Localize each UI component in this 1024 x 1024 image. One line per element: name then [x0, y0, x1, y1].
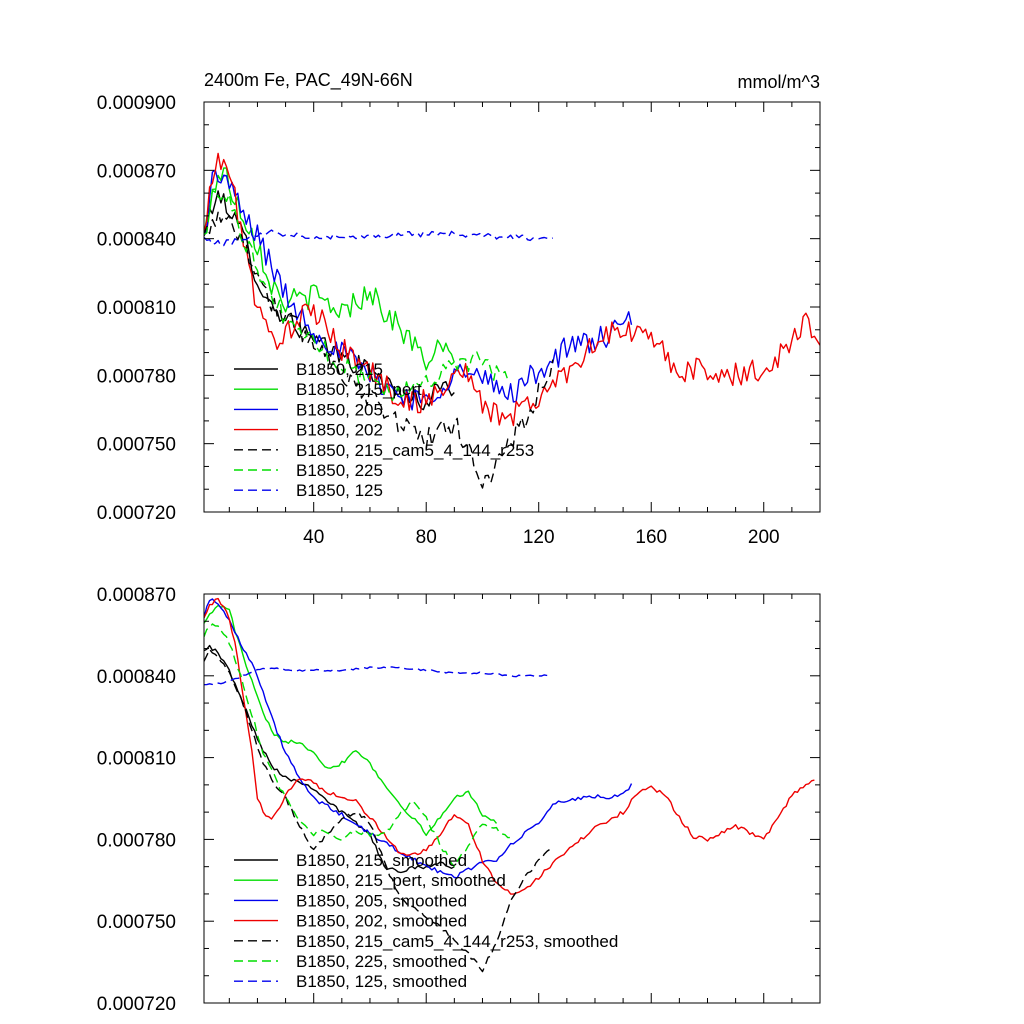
series-line-2 — [204, 167, 455, 371]
y-tick-label: 0.000720 — [97, 503, 176, 524]
series-line-5 — [204, 648, 554, 973]
y-tick-label: 0.000870 — [97, 161, 176, 182]
legend-label: B1850, 125 — [296, 481, 383, 500]
y-tick-label: 0.000900 — [97, 93, 176, 114]
legend-item: B1850, 215_cam5_4_144_r253 — [234, 441, 534, 460]
legend-label: B1850, 215_pert, smoothed — [296, 871, 506, 890]
series-line-5 — [204, 211, 554, 489]
legend-label: B1850, 205 — [296, 400, 383, 419]
y-tick-label: 0.000750 — [97, 912, 176, 933]
legend-label: B1850, 215_cam5_4_144_r253, smoothed — [296, 932, 618, 951]
chart-title: 2400m Fe, PAC_49N-66N — [204, 70, 413, 91]
legend-item: B1850, 205, smoothed — [234, 891, 467, 910]
legend-label: B1850, 225, smoothed — [296, 952, 467, 971]
legend-item: B1850, 125 — [234, 481, 383, 500]
series-line-1 — [204, 644, 455, 874]
series-lines — [204, 597, 815, 973]
y-tick-label: 0.000840 — [97, 230, 176, 251]
x-tick-label: 200 — [748, 527, 780, 548]
series-line-4 — [204, 597, 815, 895]
y-tick-label: 0.000780 — [97, 830, 176, 851]
plot-frame — [203, 593, 821, 1004]
legend-item: B1850, 225 — [234, 461, 383, 480]
x-tick-label: 120 — [523, 527, 555, 548]
legend-item: B1850, 215 — [234, 360, 383, 379]
y-tick-label: 0.000810 — [97, 749, 176, 770]
series-line-4 — [204, 152, 820, 427]
legend-item: B1850, 215_cam5_4_144_r253, smoothed — [234, 932, 618, 951]
legend-item: B1850, 215_pert — [234, 380, 422, 399]
series-line-2 — [204, 604, 498, 837]
y-tick-label: 0.000750 — [97, 435, 176, 456]
legend-label: B1850, 202 — [296, 421, 383, 440]
legend-label: B1850, 125, smoothed — [296, 972, 467, 991]
y-tick-label: 0.000780 — [97, 366, 176, 387]
legend-label: B1850, 205, smoothed — [296, 891, 467, 910]
legend-label: B1850, 225 — [296, 461, 383, 480]
legend-item: B1850, 125, smoothed — [234, 972, 467, 991]
legend-label: B1850, 215 — [296, 360, 383, 379]
legend-label: B1850, 215, smoothed — [296, 851, 467, 870]
y-tick-label: 0.000870 — [97, 585, 176, 606]
series-line-3 — [204, 598, 633, 879]
legend-item: B1850, 205 — [234, 400, 383, 419]
legend-label: B1850, 215_pert — [296, 380, 422, 399]
legend-item: B1850, 215, smoothed — [234, 851, 467, 870]
legend-label: B1850, 215_cam5_4_144_r253 — [296, 441, 534, 460]
series-line-7 — [204, 666, 548, 686]
x-tick-label: 80 — [416, 527, 437, 548]
x-tick-label: 160 — [635, 527, 667, 548]
y-tick-label: 0.000840 — [97, 667, 176, 688]
series-lines — [204, 152, 820, 489]
chart-panel-1: 40 80 120 160 200 0.000720 0.000750 0.000780 0.0… — [97, 70, 821, 548]
legend-item: B1850, 215_pert, smoothed — [234, 871, 506, 890]
legend-item: B1850, 225, smoothed — [234, 952, 467, 971]
legend-item: B1850, 202 — [234, 421, 383, 440]
legend-label: B1850, 202, smoothed — [296, 912, 467, 931]
chart-panel-2: 0.000720 0.000750 0.000780 0.000810 0.000840… — [97, 585, 821, 1015]
series-line-1 — [204, 190, 455, 411]
units-label: mmol/m^3 — [738, 72, 820, 92]
series-line-6 — [204, 623, 511, 868]
legend-item: B1850, 202, smoothed — [234, 912, 467, 931]
x-tick-label: 40 — [303, 527, 324, 548]
y-tick-label: 0.000720 — [97, 994, 176, 1015]
y-tick-label: 0.000810 — [97, 298, 176, 319]
series-line-7 — [204, 229, 554, 247]
series-line-3 — [204, 169, 633, 411]
